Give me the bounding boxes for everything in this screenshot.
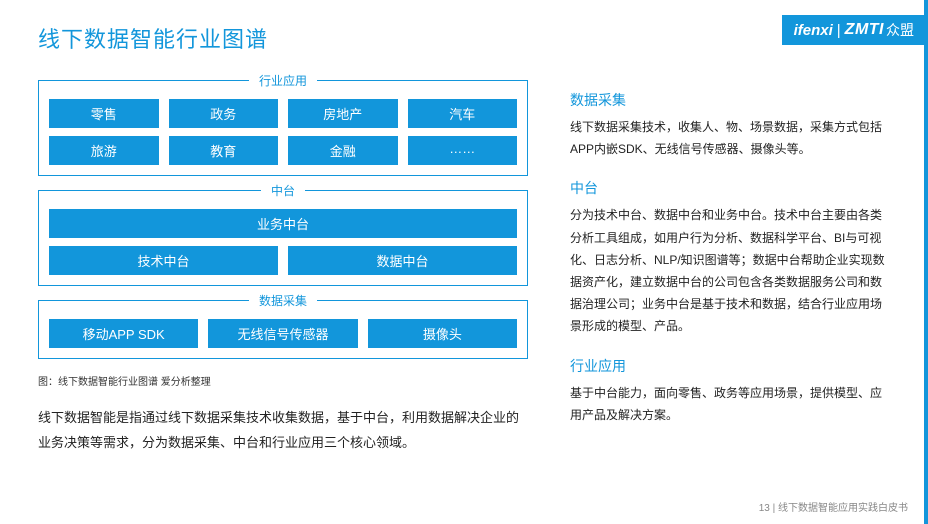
slide: 线下数据智能行业图谱 ifenxi | ZMTI 众盟 行业应用 零售 政务 房… [0, 0, 928, 524]
pill: 技术中台 [49, 246, 278, 275]
topbar: 线下数据智能行业图谱 ifenxi | ZMTI 众盟 [0, 0, 928, 58]
pill: 金融 [288, 136, 398, 165]
pill: 数据中台 [288, 246, 517, 275]
section-heading: 中台 [570, 178, 890, 198]
brand-zmt: ZMTI [845, 21, 884, 39]
row: 旅游 教育 金融 …… [49, 136, 517, 165]
pill: 业务中台 [49, 209, 517, 238]
diagram-caption: 图：线下数据智能行业图谱 爱分析整理 [38, 373, 528, 388]
row: 零售 政务 房地产 汽车 [49, 99, 517, 128]
footer-text: 13 | 线下数据智能应用实践白皮书 [759, 499, 908, 514]
group-industry: 行业应用 零售 政务 房地产 汽车 旅游 教育 金融 …… [38, 80, 528, 176]
pill: 汽车 [408, 99, 518, 128]
brand-separator: | [837, 22, 841, 39]
right-edge-accent [924, 0, 928, 524]
brand-ifenxi: ifenxi [794, 22, 833, 39]
pill: 摄像头 [368, 319, 517, 348]
row: 技术中台 数据中台 [49, 246, 517, 275]
section-heading: 数据采集 [570, 90, 890, 110]
group-title: 行业应用 [249, 72, 317, 89]
group-collect: 数据采集 移动APP SDK 无线信号传感器 摄像头 [38, 300, 528, 359]
group-title: 数据采集 [249, 292, 317, 309]
section-body: 基于中台能力，面向零售、政务等应用场景，提供模型、应用产品及解决方案。 [570, 382, 890, 426]
section-body: 线下数据采集技术，收集人、物、场景数据，采集方式包括APP内嵌SDK、无线信号传… [570, 116, 890, 160]
pill: 零售 [49, 99, 159, 128]
text-column: 数据采集 线下数据采集技术，收集人、物、场景数据，采集方式包括APP内嵌SDK、… [570, 90, 890, 444]
pill: 政务 [169, 99, 279, 128]
pill: …… [408, 136, 518, 165]
group-middle: 中台 业务中台 技术中台 数据中台 [38, 190, 528, 286]
row: 业务中台 [49, 209, 517, 238]
row: 移动APP SDK 无线信号传感器 摄像头 [49, 319, 517, 348]
pill: 教育 [169, 136, 279, 165]
left-body-text: 线下数据智能是指通过线下数据采集技术收集数据，基于中台，利用数据解决企业的业务决… [38, 406, 528, 455]
page-title: 线下数据智能行业图谱 [38, 22, 268, 54]
pill: 旅游 [49, 136, 159, 165]
group-title: 中台 [261, 182, 305, 199]
brand-badge: ifenxi | ZMTI 众盟 [782, 15, 928, 45]
pill: 移动APP SDK [49, 319, 198, 348]
diagram-column: 行业应用 零售 政务 房地产 汽车 旅游 教育 金融 …… 中台 业务中台 技术… [38, 80, 528, 455]
pill: 房地产 [288, 99, 398, 128]
brand-cn: 众盟 [886, 20, 914, 40]
section-heading: 行业应用 [570, 356, 890, 376]
pill: 无线信号传感器 [208, 319, 357, 348]
section-body: 分为技术中台、数据中台和业务中台。技术中台主要由各类分析工具组成，如用户行为分析… [570, 204, 890, 337]
